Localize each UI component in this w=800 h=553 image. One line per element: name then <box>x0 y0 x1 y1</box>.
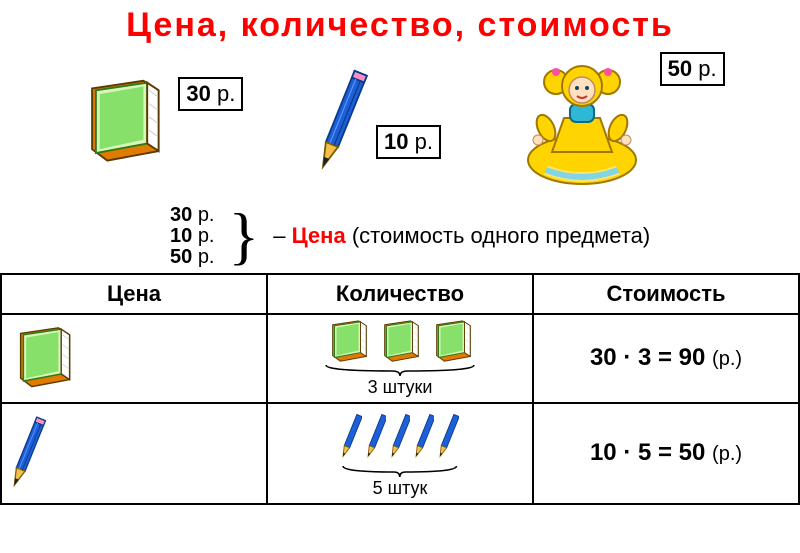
cost-expr: 10 · 5 = 50 (р.) <box>590 439 742 466</box>
book-icon <box>8 325 260 392</box>
underbrace-icon <box>324 363 476 377</box>
main-table: Цена Количество Стоимость <box>0 273 800 505</box>
definition-explain: (стоимость одного предмета) <box>352 223 650 248</box>
currency: р. <box>698 56 716 81</box>
definition-text: – Цена (стоимость одного предмета) <box>273 223 650 249</box>
th-qty: Количество <box>267 274 533 314</box>
qty-icons <box>324 319 476 365</box>
table-row: 3 штуки 30 · 3 = 90 (р.) <box>1 314 799 403</box>
hero-item-book: 30 р. <box>75 77 243 167</box>
cell-price <box>1 403 267 504</box>
definition-row: 30 р. 10 р. 50 р. } – Цена (стоимость од… <box>0 199 800 273</box>
price-value: 50 <box>668 56 692 81</box>
def-price-1: 10 р. <box>170 226 215 247</box>
pencil-icon <box>414 408 434 466</box>
cost-expr: 30 · 3 = 90 (р.) <box>590 344 742 371</box>
cell-cost: 10 · 5 = 50 (р.) <box>533 403 799 504</box>
currency: р. <box>415 129 433 154</box>
dash: – <box>273 223 285 248</box>
pencil-icon <box>366 408 386 466</box>
table-head-row: Цена Количество Стоимость <box>1 274 799 314</box>
table-body: 3 штуки 30 · 3 = 90 (р.) <box>1 314 799 504</box>
price-tag-pencil: 10 р. <box>376 125 441 159</box>
book-icon <box>376 319 424 365</box>
cell-qty: 3 штуки <box>267 314 533 403</box>
book-icon <box>75 77 170 167</box>
price-value: 10 <box>384 129 408 154</box>
th-price: Цена <box>1 274 267 314</box>
pencil-icon <box>8 411 260 496</box>
hero-item-doll: 50 р. <box>512 52 725 192</box>
def-price-2: 50 р. <box>170 247 215 268</box>
cell-cost: 30 · 3 = 90 (р.) <box>533 314 799 403</box>
def-price-0: 30 р. <box>170 205 215 226</box>
price-value: 30 <box>186 81 210 106</box>
hero-row: 30 р. 10 р. <box>0 49 800 199</box>
poster: Цена, количество, стоимость 30 р. <box>0 0 800 553</box>
cell-price <box>1 314 267 403</box>
table-row: 5 штук 10 · 5 = 50 (р.) <box>1 403 799 504</box>
pencil-icon <box>438 408 458 466</box>
qty-label: 3 штуки <box>368 377 433 398</box>
underbrace-icon <box>341 464 459 478</box>
book-icon <box>428 319 476 365</box>
cell-qty: 5 штук <box>267 403 533 504</box>
price-tag-book: 30 р. <box>178 77 243 111</box>
book-icon <box>324 319 372 365</box>
doll-icon <box>512 52 652 192</box>
currency: р. <box>217 81 235 106</box>
page-title: Цена, количество, стоимость <box>0 6 800 45</box>
pencil-icon <box>390 408 410 466</box>
cost-unit: (р.) <box>712 443 742 465</box>
pencil-icon <box>341 408 361 466</box>
qty-icons <box>341 408 458 466</box>
th-cost: Стоимость <box>533 274 799 314</box>
pencil-icon <box>314 62 368 182</box>
qty-label: 5 штук <box>373 478 428 499</box>
cost-unit: (р.) <box>712 348 742 370</box>
price-tag-doll: 50 р. <box>660 52 725 86</box>
curly-brace-icon: } <box>229 210 260 261</box>
definition-word: Цена <box>292 223 346 248</box>
hero-item-pencil: 10 р. <box>314 62 441 182</box>
definition-price-list: 30 р. 10 р. 50 р. <box>170 205 215 268</box>
